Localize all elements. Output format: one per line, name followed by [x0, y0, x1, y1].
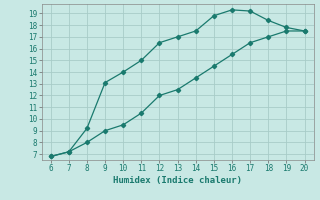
X-axis label: Humidex (Indice chaleur): Humidex (Indice chaleur): [113, 176, 242, 185]
